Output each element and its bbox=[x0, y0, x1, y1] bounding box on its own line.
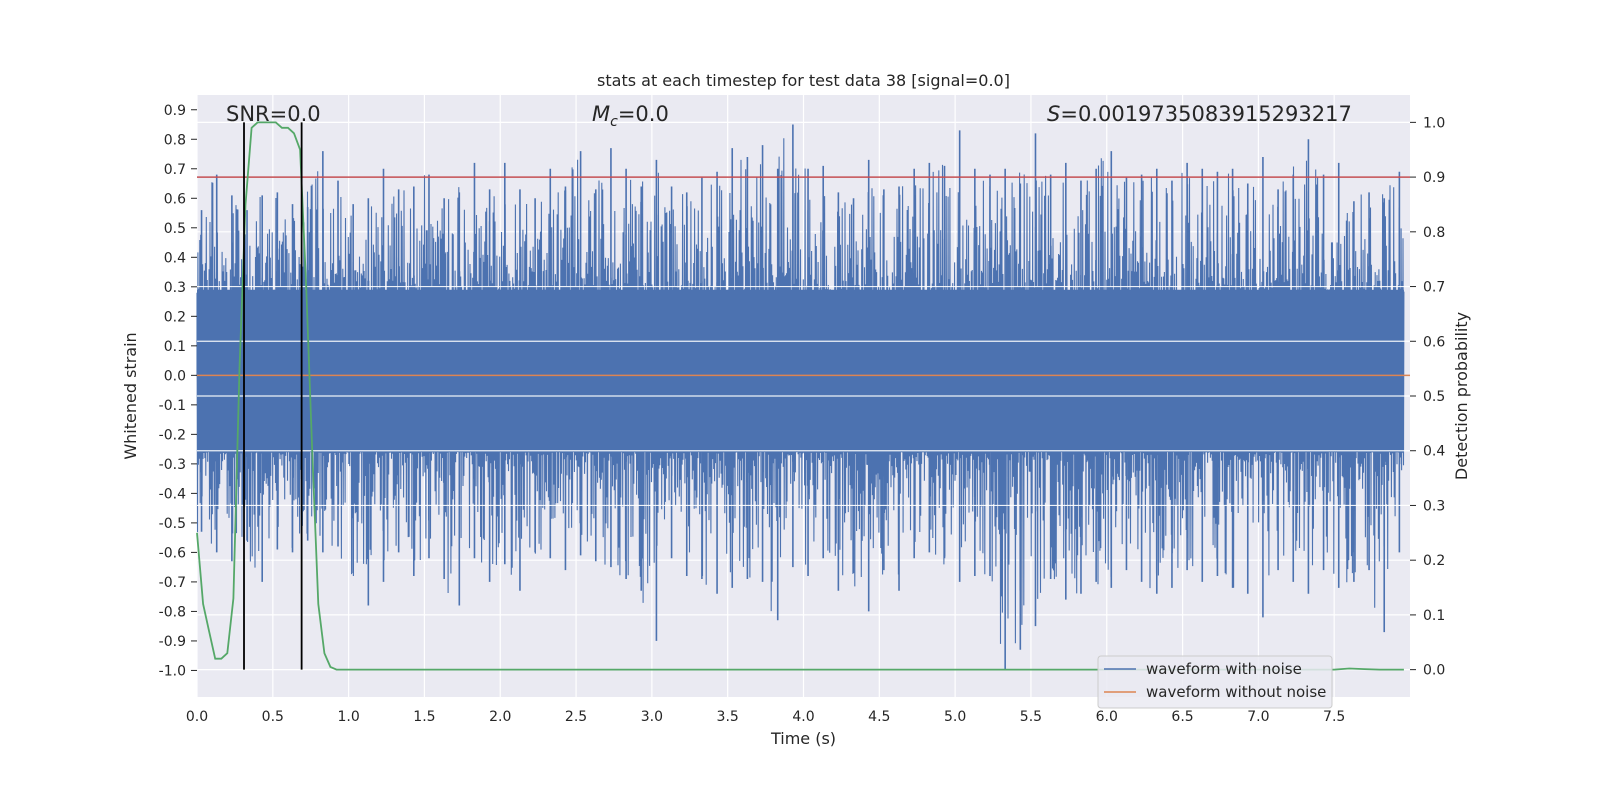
y2-tick-label: 0.9 bbox=[1423, 170, 1445, 186]
mc-annotation: Mc=0.0 bbox=[592, 102, 669, 130]
x-tick-label: 4.5 bbox=[868, 709, 890, 725]
y-tick-label: -0.6 bbox=[159, 545, 186, 561]
y-tick-label: -0.5 bbox=[159, 516, 186, 532]
y-tick-label: 0.3 bbox=[164, 280, 186, 296]
x-tick-label: 7.5 bbox=[1323, 709, 1345, 725]
series-waveform-core-band bbox=[197, 289, 1404, 453]
y-tick-label: 0.4 bbox=[164, 250, 186, 266]
y-tick-label: -0.8 bbox=[159, 604, 186, 620]
y-tick-label: -0.4 bbox=[159, 486, 186, 502]
x-tick-label: 0.0 bbox=[186, 709, 208, 725]
y-tick-label: 0.5 bbox=[164, 221, 186, 237]
y2-tick-label: 0.4 bbox=[1423, 444, 1445, 460]
y-tick-label: -0.7 bbox=[159, 575, 186, 591]
mc-value: =0.0 bbox=[618, 102, 669, 126]
y2-tick-label: 0.5 bbox=[1423, 389, 1445, 405]
x-tick-label: 1.5 bbox=[413, 709, 435, 725]
x-tick-label: 5.5 bbox=[1020, 709, 1042, 725]
legend-box bbox=[1097, 655, 1333, 709]
y-tick-label: 0.2 bbox=[164, 309, 186, 325]
y-tick-label: 0.6 bbox=[164, 191, 186, 207]
y2-tick-label: 1.0 bbox=[1423, 115, 1445, 131]
legend-label-clean: waveform without noise bbox=[1146, 683, 1326, 701]
axes: 0.0 0.5 1.0 1.5 2.0 2.5 3.0 3.5 4.0 4.5 5.0 5.5 6.0 6… bbox=[159, 103, 1446, 725]
plot-area bbox=[196, 95, 1410, 697]
x-tick-label: 2.0 bbox=[489, 709, 511, 725]
y-axis-label: Whitened strain bbox=[121, 332, 140, 459]
y2-tick-label: 0.3 bbox=[1423, 498, 1445, 514]
x-tick-label: 0.5 bbox=[262, 709, 284, 725]
x-tick-label: 1.0 bbox=[337, 709, 359, 725]
s-annotation: S=0.0019735083915293217 bbox=[1047, 102, 1352, 126]
y-tick-label: 0.1 bbox=[164, 339, 186, 355]
x-tick-label: 3.0 bbox=[641, 709, 663, 725]
x-tick-label: 2.5 bbox=[565, 709, 587, 725]
x-axis-label: Time (s) bbox=[770, 729, 836, 748]
y2-tick-label: 0.6 bbox=[1423, 334, 1445, 350]
y-tick-label: 0.0 bbox=[164, 368, 186, 384]
x-tick-label: 4.0 bbox=[792, 709, 814, 725]
s-symbol: S bbox=[1047, 102, 1060, 126]
y2-tick-label: 0.7 bbox=[1423, 280, 1445, 296]
y-tick-label: 0.7 bbox=[164, 162, 186, 178]
snr-annotation: SNR=0.0 bbox=[226, 102, 321, 126]
mc-symbol: M bbox=[592, 102, 610, 126]
mc-subscript: c bbox=[610, 114, 618, 130]
y2-tick-label: 0.0 bbox=[1423, 663, 1445, 679]
y-tick-label: -0.3 bbox=[159, 457, 186, 473]
x-tick-label: 6.5 bbox=[1171, 709, 1193, 725]
y-tick-label: -0.9 bbox=[159, 634, 186, 650]
y-tick-label: 0.8 bbox=[164, 132, 186, 148]
s-value: =0.0019735083915293217 bbox=[1060, 102, 1352, 126]
y2-tick-label: 0.8 bbox=[1423, 225, 1445, 241]
y-tick-label: -0.1 bbox=[159, 398, 186, 414]
y2-tick-label: 0.1 bbox=[1423, 608, 1445, 624]
y-tick-label: -1.0 bbox=[159, 663, 186, 679]
legend-label-noise: waveform with noise bbox=[1146, 660, 1302, 678]
x-tick-label: 7.0 bbox=[1247, 709, 1269, 725]
y2-axis-label: Detection probability bbox=[1452, 312, 1471, 480]
legend: waveform with noise waveform without noi… bbox=[1097, 655, 1333, 709]
x-tick-label: 3.5 bbox=[717, 709, 739, 725]
x-tick-label: 6.0 bbox=[1096, 709, 1118, 725]
y2-tick-label: 0.2 bbox=[1423, 553, 1445, 569]
x-tick-label: 5.0 bbox=[944, 709, 966, 725]
chart-title: stats at each timestep for test data 38 … bbox=[597, 71, 1010, 90]
y-tick-label: -0.2 bbox=[159, 427, 186, 443]
y-tick-label: 0.9 bbox=[164, 103, 186, 119]
